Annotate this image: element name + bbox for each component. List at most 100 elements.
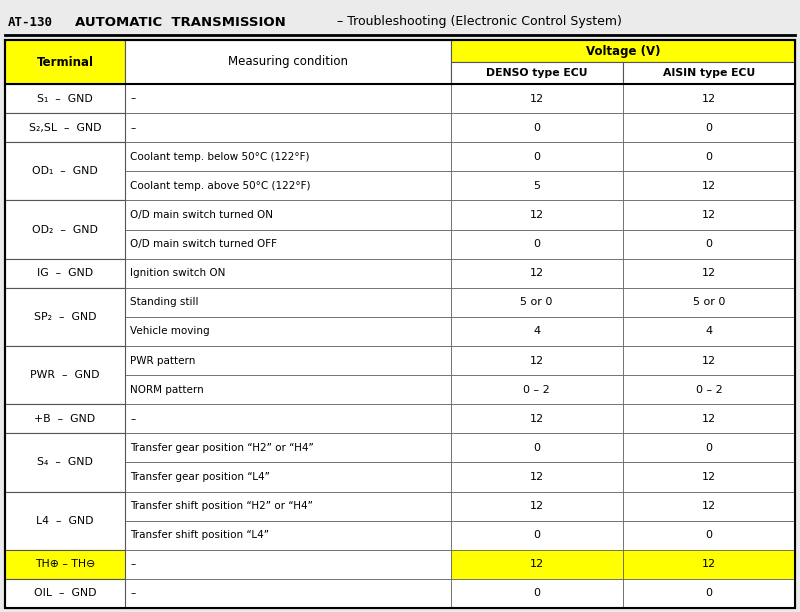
Bar xyxy=(125,463,450,491)
Bar xyxy=(125,404,450,433)
Bar xyxy=(125,230,450,259)
Text: TH⊕ – TH⊖: TH⊕ – TH⊖ xyxy=(35,559,95,569)
Text: –: – xyxy=(130,589,135,599)
Bar xyxy=(450,346,622,375)
Text: OD₂  –  GND: OD₂ – GND xyxy=(32,225,98,234)
Bar xyxy=(450,113,622,142)
Text: 5 or 0: 5 or 0 xyxy=(521,297,553,307)
Text: Coolant temp. above 50°C (122°F): Coolant temp. above 50°C (122°F) xyxy=(130,181,310,191)
Text: 5 or 0: 5 or 0 xyxy=(693,297,725,307)
Bar xyxy=(5,288,125,346)
Bar xyxy=(125,579,450,608)
Bar xyxy=(125,84,450,113)
Text: Terminal: Terminal xyxy=(37,56,94,69)
Text: 12: 12 xyxy=(702,472,716,482)
Text: –: – xyxy=(130,94,135,103)
Text: 12: 12 xyxy=(702,559,716,569)
Bar xyxy=(5,346,125,404)
Text: 12: 12 xyxy=(702,501,716,511)
Text: 12: 12 xyxy=(530,94,544,103)
Text: Voltage (V): Voltage (V) xyxy=(586,45,660,58)
Text: Transfer shift position “L4”: Transfer shift position “L4” xyxy=(130,530,269,540)
Text: AISIN type ECU: AISIN type ECU xyxy=(662,68,755,78)
Text: 0: 0 xyxy=(706,530,712,540)
Bar xyxy=(450,579,622,608)
Text: OIL  –  GND: OIL – GND xyxy=(34,589,96,599)
Text: 0: 0 xyxy=(533,239,540,249)
Text: 0: 0 xyxy=(533,122,540,133)
Bar xyxy=(5,40,125,84)
Text: 0: 0 xyxy=(706,443,712,453)
Bar xyxy=(125,375,450,404)
Bar xyxy=(622,491,795,521)
Bar xyxy=(125,201,450,230)
Text: PWR pattern: PWR pattern xyxy=(130,356,195,365)
Text: S₄  –  GND: S₄ – GND xyxy=(37,457,93,468)
Text: 12: 12 xyxy=(702,268,716,278)
Text: Standing still: Standing still xyxy=(130,297,198,307)
Bar xyxy=(622,404,795,433)
Bar xyxy=(622,375,795,404)
Bar xyxy=(622,62,795,84)
Bar xyxy=(450,375,622,404)
Bar xyxy=(125,113,450,142)
Bar xyxy=(125,317,450,346)
Bar xyxy=(125,288,450,317)
Bar xyxy=(125,171,450,201)
Bar xyxy=(450,230,622,259)
Text: Transfer gear position “H2” or “H4”: Transfer gear position “H2” or “H4” xyxy=(130,443,314,453)
Text: 12: 12 xyxy=(702,356,716,365)
Bar xyxy=(450,550,622,579)
Bar xyxy=(622,201,795,230)
Bar xyxy=(450,288,622,317)
Text: 0: 0 xyxy=(533,152,540,162)
Text: 5: 5 xyxy=(533,181,540,191)
Text: DENSO type ECU: DENSO type ECU xyxy=(486,68,587,78)
Bar xyxy=(5,84,125,113)
Bar xyxy=(622,521,795,550)
Bar xyxy=(450,521,622,550)
Text: 12: 12 xyxy=(530,356,544,365)
Text: S₂,SL  –  GND: S₂,SL – GND xyxy=(29,122,102,133)
Bar xyxy=(125,346,450,375)
Bar xyxy=(450,463,622,491)
Text: 12: 12 xyxy=(702,414,716,424)
Text: –: – xyxy=(130,414,135,424)
Bar xyxy=(5,113,125,142)
Text: PWR  –  GND: PWR – GND xyxy=(30,370,100,380)
Bar xyxy=(450,40,795,62)
Bar xyxy=(5,433,125,491)
Text: Coolant temp. below 50°C (122°F): Coolant temp. below 50°C (122°F) xyxy=(130,152,310,162)
Text: 0: 0 xyxy=(706,239,712,249)
Bar xyxy=(622,550,795,579)
Bar xyxy=(5,142,125,201)
Bar xyxy=(125,259,450,288)
Bar xyxy=(125,142,450,171)
Bar xyxy=(622,259,795,288)
Bar xyxy=(622,288,795,317)
Bar xyxy=(450,142,622,171)
Bar xyxy=(450,404,622,433)
Bar xyxy=(622,84,795,113)
Text: 12: 12 xyxy=(530,501,544,511)
Text: Transfer gear position “L4”: Transfer gear position “L4” xyxy=(130,472,270,482)
Text: 12: 12 xyxy=(530,210,544,220)
Text: AT-130: AT-130 xyxy=(8,15,53,29)
Text: 12: 12 xyxy=(530,414,544,424)
Text: 12: 12 xyxy=(702,181,716,191)
Text: 0: 0 xyxy=(533,589,540,599)
Bar xyxy=(5,259,125,288)
Bar xyxy=(125,550,450,579)
Text: –: – xyxy=(130,559,135,569)
Bar xyxy=(450,259,622,288)
Bar xyxy=(5,201,125,259)
Text: Vehicle moving: Vehicle moving xyxy=(130,326,210,337)
Text: Measuring condition: Measuring condition xyxy=(228,56,348,69)
Text: 12: 12 xyxy=(530,268,544,278)
Bar xyxy=(450,171,622,201)
Bar xyxy=(125,40,450,84)
Text: SP₂  –  GND: SP₂ – GND xyxy=(34,312,96,322)
Text: 4: 4 xyxy=(533,326,540,337)
Text: O/D main switch turned ON: O/D main switch turned ON xyxy=(130,210,273,220)
Bar xyxy=(5,579,125,608)
